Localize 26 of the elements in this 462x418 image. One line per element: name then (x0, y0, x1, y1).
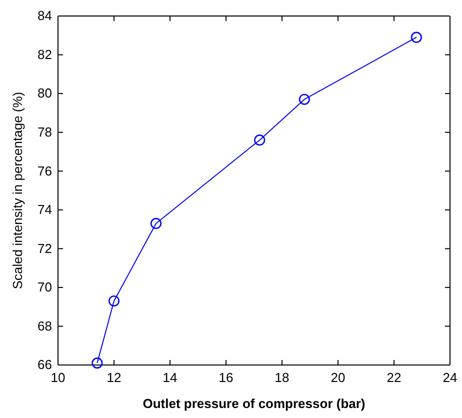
x-tick-label: 22 (386, 370, 402, 386)
point (92, 358, 103, 369)
point (108, 295, 120, 307)
x-tick-label: 10 (50, 370, 66, 386)
x-tick-label: 20 (330, 370, 346, 386)
y-tick-label: 70 (38, 280, 52, 295)
point (254, 134, 266, 146)
y-tick-label: 74 (38, 202, 52, 218)
y-tick-label: 84 (38, 8, 52, 24)
x-tick-label: 12 (106, 370, 122, 386)
y-tick-label: 66 (38, 357, 52, 372)
point (410, 32, 422, 43)
point (150, 218, 162, 229)
y-tick-label: 82 (38, 46, 52, 62)
point (298, 94, 310, 105)
x-tick-label: 16 (218, 370, 234, 386)
y-axis-title: Scaled intensity in percentage (%) (10, 92, 25, 290)
y-tick-label: 72 (38, 240, 52, 256)
x-axis-title: Outlet pressure of compressor (bar) (142, 396, 366, 411)
x-tick-label: 14 (162, 370, 178, 386)
y-tick-label: 76 (38, 163, 52, 178)
y-tick-label: 68 (38, 318, 52, 334)
x-tick-label: 24 (442, 370, 458, 386)
x-tick-label: 18 (274, 370, 290, 386)
y-tick-label: 78 (38, 124, 52, 140)
y-tick-label: 80 (38, 86, 52, 101)
